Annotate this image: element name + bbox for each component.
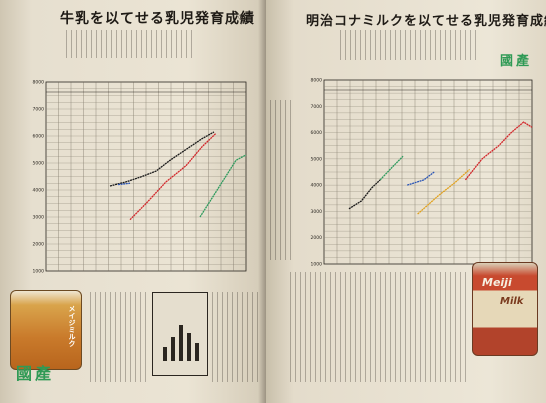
y-tick-label: 4000 bbox=[33, 188, 45, 194]
chemistry-research-ad bbox=[152, 292, 208, 376]
series-line-1 bbox=[348, 179, 381, 210]
milk-brand-text: Milk bbox=[500, 296, 524, 307]
series-line-5 bbox=[464, 121, 533, 181]
y-tick-label: 5000 bbox=[311, 156, 323, 162]
y-tick-label: 6000 bbox=[311, 130, 323, 136]
series-line-4 bbox=[417, 168, 471, 215]
right-growth-chart: 1000 2000 3000 4000 5000 6000 7000 8000 bbox=[311, 78, 533, 268]
y-tick-label: 3000 bbox=[311, 209, 323, 215]
y-tick-label: 2000 bbox=[311, 235, 323, 241]
left-ad-textblock bbox=[90, 292, 148, 382]
meiji-milk-can-advertisement bbox=[472, 262, 538, 356]
left-page-title: 牛乳を以てせる乳児発育成績 bbox=[60, 11, 255, 27]
left-page: 牛乳を以てせる乳児発育成績 ⑥ 1000 2000 3000 4000 5000 6000… bbox=[0, 0, 268, 403]
series-line-3 bbox=[129, 132, 217, 221]
right-domestic-product-stamp: 國產 bbox=[500, 54, 533, 69]
y-tick-label: 7000 bbox=[33, 107, 45, 113]
left-column-textblock bbox=[212, 292, 258, 382]
meiji-brand-text: Meiji bbox=[482, 276, 512, 289]
y-tick-label: 7000 bbox=[311, 104, 323, 110]
ad-bar-graphic bbox=[163, 325, 199, 361]
y-tick-label: 8000 bbox=[311, 78, 323, 84]
y-tick-label: 5000 bbox=[33, 161, 45, 167]
domestic-product-stamp: 國產 bbox=[16, 364, 55, 383]
left-header-textblock bbox=[66, 30, 196, 58]
series-line-4 bbox=[199, 154, 247, 218]
series-line-1 bbox=[109, 131, 215, 187]
y-tick-label: 1000 bbox=[33, 269, 45, 275]
left-growth-chart: 1000 2000 3000 4000 5000 6000 7000 8000 bbox=[33, 80, 247, 275]
y-tick-label: 1000 bbox=[311, 262, 323, 268]
y-tick-label: 4000 bbox=[311, 183, 323, 189]
y-tick-label: 2000 bbox=[33, 242, 45, 248]
series-line-3 bbox=[407, 171, 435, 186]
series-line-2 bbox=[379, 155, 404, 181]
y-tick-label: 6000 bbox=[33, 134, 45, 140]
right-bottom-textblock bbox=[290, 272, 466, 382]
milk-can-advertisement: メイジミルク bbox=[10, 290, 82, 370]
corner-mark: ⑥ bbox=[238, 13, 246, 22]
can-label: メイジミルク bbox=[68, 305, 77, 347]
series-line-2 bbox=[117, 182, 131, 186]
y-tick-label: 8000 bbox=[33, 80, 45, 86]
right-header-textblock bbox=[340, 30, 480, 60]
y-tick-label: 3000 bbox=[33, 215, 45, 221]
right-page-title: 明治コナミルクを以てせる乳児発育成績 bbox=[306, 14, 546, 29]
right-margin-textblock bbox=[270, 100, 292, 260]
